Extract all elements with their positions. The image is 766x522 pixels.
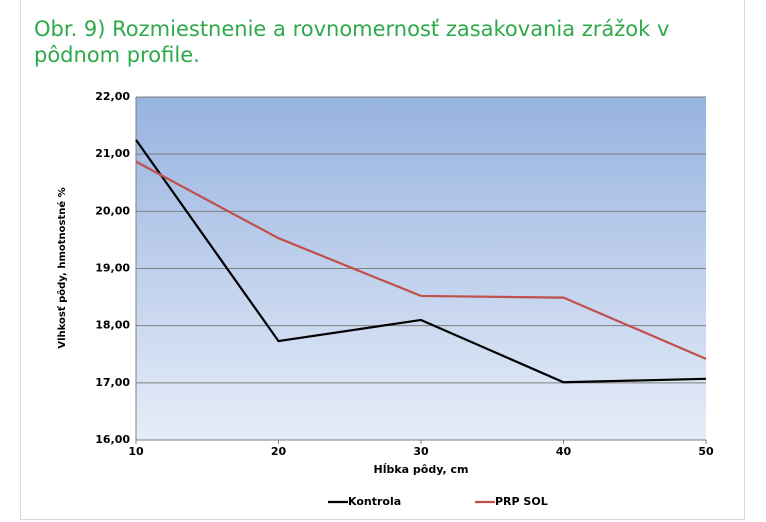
y-tick-label: 21,00 — [95, 147, 130, 160]
data-line — [135, 139, 707, 384]
y-axis-title: Vlhkosť pôdy, hmotnostné % — [56, 187, 68, 348]
x-tick-label: 10 — [128, 445, 144, 458]
y-tick-label: 19,00 — [95, 262, 130, 275]
chart-frame — [20, 0, 745, 520]
data-line — [135, 160, 707, 360]
y-tick-label: 16,00 — [95, 433, 130, 446]
x-tick-label: 20 — [271, 445, 287, 458]
y-tick-label: 17,00 — [95, 376, 130, 389]
x-axis-title: Hĺbka pôdy, cm — [373, 463, 468, 476]
legend-label: Kontrola — [348, 495, 401, 508]
y-tick-label: 20,00 — [95, 204, 130, 217]
legend-label: PRP SOL — [495, 495, 548, 508]
x-tick-label: 50 — [698, 445, 714, 458]
x-tick-label: 40 — [556, 445, 572, 458]
chart-title: Obr. 9) Rozmiestnenie a rovnomernosť zas… — [34, 17, 670, 67]
x-tick-label: 30 — [413, 445, 429, 458]
y-tick-label: 18,00 — [95, 319, 130, 332]
y-tick-label: 22,00 — [95, 90, 130, 103]
